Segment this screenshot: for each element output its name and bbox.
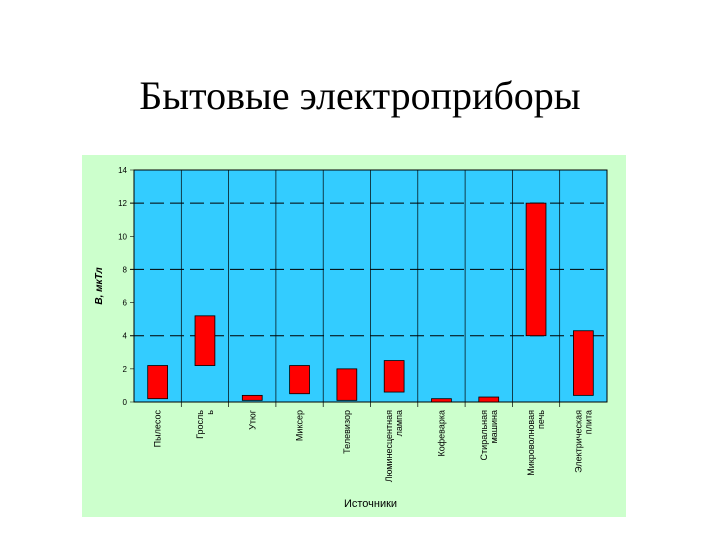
y-tick-label: 8: [123, 265, 128, 274]
bar: [147, 365, 168, 400]
x-tick-label-line: Утюг: [247, 409, 257, 430]
x-tick-label: Гросль ь: [195, 410, 215, 439]
y-tick-label: 4: [123, 332, 128, 341]
x-tick-label-line: Люминесцентная: [384, 410, 394, 482]
x-tick-label-line: Электрическая: [573, 410, 583, 473]
x-tick-label: Люминесцентная лампа: [384, 410, 404, 482]
x-tick-label-line: Гросль: [195, 410, 205, 439]
slide-title: Бытовые электроприборы: [139, 73, 581, 118]
x-tick-label-line: Микроволновая: [526, 410, 536, 476]
x-tick-label-line: Стиральная: [479, 410, 489, 461]
bar: [241, 394, 263, 401]
grid-lines: [130, 169, 607, 407]
y-tick-label: 2: [123, 365, 128, 374]
bar: [525, 202, 547, 337]
x-tick-label: Микроволновая печь: [526, 410, 546, 476]
x-tick-label-line: Пылесос: [153, 410, 163, 448]
x-tick-label: Телевизор: [342, 410, 352, 454]
x-tick-label-line: Миксер: [295, 410, 305, 441]
x-tick-labels: Пылесос Гросль ь Утюг Миксер Телевизор Люминес…: [153, 409, 594, 482]
x-tick-label: Пылесос: [153, 410, 163, 448]
x-tick-label-line: ь: [205, 410, 215, 415]
y-tick-label: 14: [118, 166, 127, 175]
x-tick-label: Электрическая плита: [573, 410, 593, 473]
x-axis-label: Источники: [344, 498, 397, 510]
bar: [383, 360, 405, 393]
bar: [431, 398, 452, 403]
bar: [478, 396, 500, 403]
y-axis-label: В, мкТл: [94, 267, 105, 305]
bars-group: [147, 202, 594, 403]
bar: [289, 365, 310, 395]
x-tick-label: Стиральная машина: [479, 410, 499, 461]
x-tick-label: Миксер: [295, 410, 305, 441]
bar: [573, 330, 594, 396]
y-tick-label: 0: [123, 398, 128, 407]
bar: [194, 315, 216, 366]
bar: [336, 368, 358, 401]
x-tick-label-line: Кофеварка: [436, 410, 446, 457]
x-tick-label-line: печь: [536, 410, 546, 429]
y-tick-label: 10: [118, 232, 127, 241]
chart-container: 0 2 4 6 8 10 12 14 Пылесос Гросль ь Утюг Миксер Теле…: [82, 155, 626, 517]
x-tick-label-line: лампа: [394, 410, 404, 436]
x-tick-label: Утюг: [247, 409, 257, 430]
x-tick-label: Кофеварка: [436, 410, 446, 457]
y-tick-label: 6: [123, 299, 128, 308]
range-bar-chart: 0 2 4 6 8 10 12 14 Пылесос Гросль ь Утюг Миксер Теле…: [82, 155, 626, 517]
x-tick-label-line: плита: [583, 410, 593, 434]
y-tick-label: 12: [118, 199, 127, 208]
x-tick-label-line: Телевизор: [342, 410, 352, 454]
y-tick-labels: 0 2 4 6 8 10 12 14: [118, 166, 127, 407]
x-tick-label-line: машина: [489, 410, 499, 443]
